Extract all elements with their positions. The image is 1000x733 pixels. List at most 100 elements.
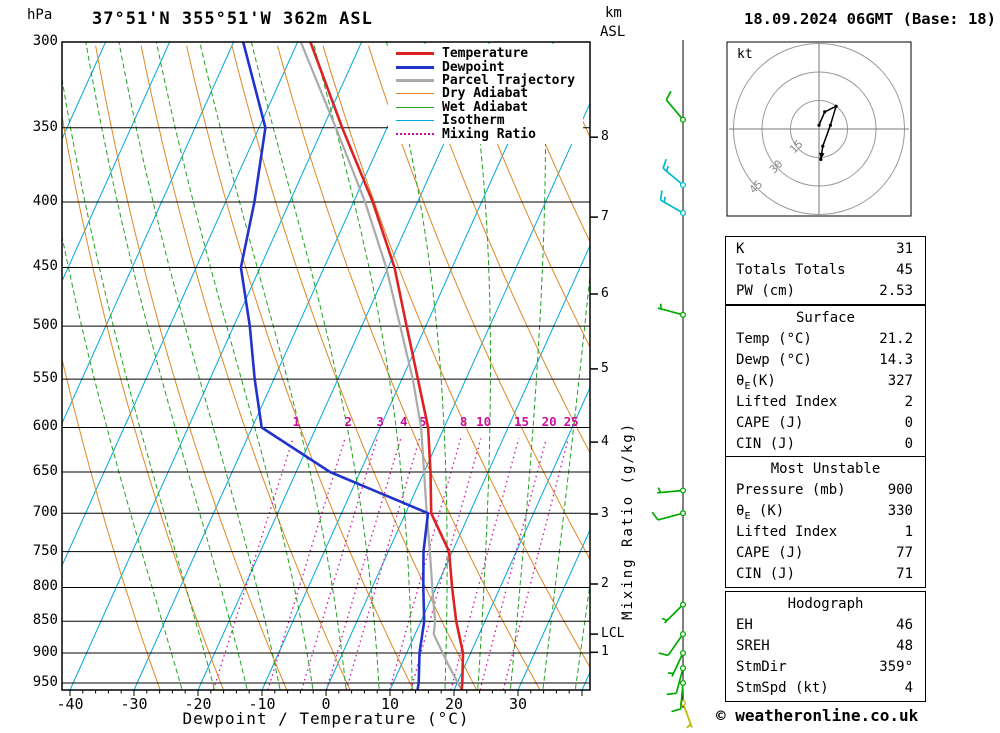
temperature-tick-label: 20 (444, 695, 464, 713)
legend-line-sample (396, 78, 434, 82)
stat-label: K (736, 241, 745, 257)
legend-item: Mixing Ratio (396, 126, 575, 142)
mixing-ratio-labels: 1 2 3 4 5 8 10 15 20 25 (293, 414, 579, 429)
wind-barb-station-dot (679, 116, 687, 123)
stat-label: Lifted Index (736, 394, 838, 410)
hodograph-indices-box: Hodograph EH 46 SREH 48 StmDir 359° StmSpd (kt)… (725, 591, 926, 702)
stat-value: 330 (887, 503, 913, 519)
stat-value: 21.2 (879, 331, 913, 347)
stat-value: 900 (887, 482, 913, 498)
stat-label: Totals Totals (736, 262, 846, 278)
wind-barb (662, 158, 684, 186)
legend-line-sample (396, 52, 434, 56)
pressure-tick-label: 600 (32, 418, 58, 434)
stat-row: PW (cm) 2.53 (726, 281, 925, 302)
pressure-tick-label: 300 (32, 33, 58, 49)
mixing-ratio-value-label: 2 (344, 414, 352, 429)
mixing-ratio-value-label: 20 (542, 414, 557, 429)
stat-value: 1 (904, 524, 913, 540)
copyright-link[interactable]: © weatheronline.co.uk (716, 706, 919, 725)
temperature-tick-label: -30 (120, 695, 148, 713)
stat-value: 77 (896, 545, 913, 561)
mixing-ratio-lines (212, 438, 570, 690)
wind-barb-station-dot (679, 665, 687, 672)
stat-label: PW (cm) (736, 283, 796, 299)
stat-label: CIN (J) (736, 436, 796, 452)
wind-barb-station-dot (679, 631, 687, 638)
stat-row: θE (K) 330 (726, 501, 925, 522)
mixing-ratio-value-label: 10 (476, 414, 491, 429)
wind-barb-column (651, 40, 693, 729)
stat-label: θE (K) (736, 503, 785, 522)
temperature-tick-label: -40 (56, 695, 84, 713)
pressure-tick-label: 550 (32, 370, 58, 386)
stat-row: Lifted Index 1 (726, 522, 925, 543)
wind-barb (657, 303, 684, 316)
stat-value: 46 (896, 617, 913, 633)
altitude-tick-label: 3 (601, 506, 609, 521)
legend-item-label: Mixing Ratio (442, 126, 536, 142)
wind-barb-station-dot (679, 649, 687, 657)
wind-barb-station-dot (679, 510, 687, 517)
temperature-tick-label: -10 (248, 695, 276, 713)
stat-row: StmSpd (kt) 4 (726, 678, 925, 699)
stat-row: CAPE (J) 77 (726, 543, 925, 564)
stat-value: 359° (879, 659, 913, 675)
altitude-tick-label: 1 (601, 644, 609, 659)
stat-row: StmDir 359° (726, 657, 925, 678)
hodograph-arrowhead (819, 152, 825, 160)
stat-value: 14.3 (879, 352, 913, 368)
temperature-tick-label: 10 (380, 695, 400, 713)
stat-value: 327 (887, 373, 913, 389)
stat-value: 48 (896, 638, 913, 654)
legend: Temperature Dewpoint Parcel Trajectory Dry … (388, 44, 584, 144)
stat-label: Pressure (mb) (736, 482, 846, 498)
pressure-tick-label: 850 (32, 612, 58, 628)
altitude-tick-label: 7 (601, 209, 609, 224)
pressure-tick-label: 400 (32, 193, 58, 209)
wind-barb (665, 90, 684, 121)
pressure-tick-label: 500 (32, 317, 58, 333)
isotherm-lines (62, 42, 590, 690)
pressure-tick-label: 700 (32, 504, 58, 520)
temp-axis-ticks (69, 690, 583, 696)
stat-label: Temp (°C) (736, 331, 812, 347)
pressure-tick-label: 350 (32, 119, 58, 135)
stat-value: 2 (904, 394, 913, 410)
mixing-ratio-value-label: 15 (514, 414, 529, 429)
altitude-tick-label: 6 (601, 286, 609, 301)
stat-row: Pressure (mb) 900 (726, 480, 925, 501)
stat-row: CIN (J) 71 (726, 564, 925, 585)
km-axis-ticks (590, 136, 598, 654)
legend-item-label: Dewpoint (442, 59, 505, 75)
mixing-ratio-value-label: 1 (293, 414, 301, 429)
section-title: Most Unstable (770, 461, 881, 477)
stat-value: 0 (904, 436, 913, 452)
legend-line-sample (396, 106, 434, 108)
x-axis-label: Dewpoint / Temperature (°C) (182, 709, 470, 728)
altitude-axis-unit-asl: ASL (600, 24, 626, 40)
pressure-tick-label: 750 (32, 543, 58, 559)
wind-barb (651, 511, 684, 521)
stat-label: θE(K) (736, 373, 776, 392)
stat-row: Totals Totals 45 (726, 260, 925, 281)
stat-label: Lifted Index (736, 524, 838, 540)
wind-barb-station-dot (679, 487, 687, 494)
legend-item: Wet Adiabat (396, 100, 575, 115)
stat-label: EH (736, 617, 753, 633)
pressure-tick-label: 900 (32, 644, 58, 660)
stat-value: 31 (896, 241, 913, 257)
profiles (239, 42, 465, 690)
legend-item-label: Parcel Trajectory (442, 72, 576, 88)
legend-line-sample (396, 133, 434, 136)
altitude-tick-label: 2 (601, 576, 609, 591)
dewpoint-curve (239, 42, 430, 690)
temperature-curve (309, 42, 465, 690)
pressure-axis-unit: hPa (27, 7, 53, 23)
stat-label: CAPE (J) (736, 415, 804, 431)
wind-barb (658, 633, 684, 657)
hodograph-unit-label: kt (737, 47, 753, 62)
hodograph-trace-point (828, 123, 833, 127)
